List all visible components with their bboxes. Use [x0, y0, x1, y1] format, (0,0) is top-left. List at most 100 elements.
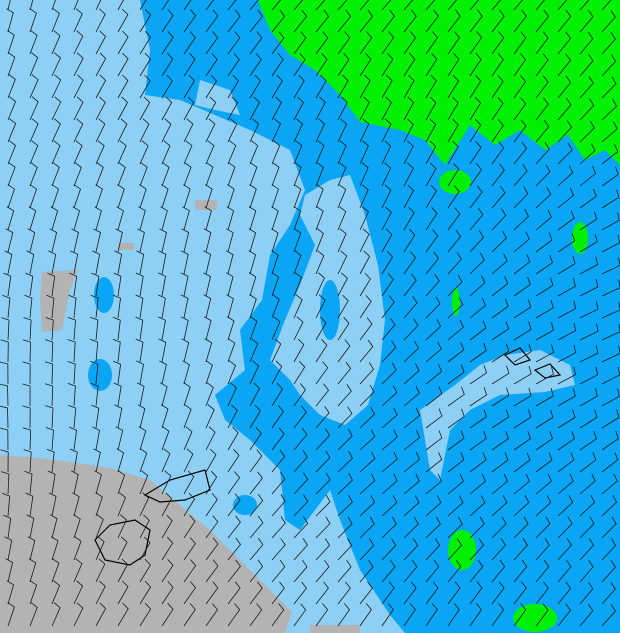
wind-barb [248, 228, 257, 253]
wind-barb [293, 250, 302, 275]
wind-barb [491, 343, 510, 363]
wind-barb [601, 409, 620, 429]
wind-barb [425, 319, 442, 341]
wind-barb [51, 558, 60, 583]
wind-barb [381, 9, 395, 33]
wind-barb [181, 228, 190, 253]
wind-barb [535, 9, 550, 33]
wind-barb [337, 31, 351, 55]
wind-barb [249, 31, 263, 55]
wind-barb [249, 338, 259, 363]
wind-barb [139, 74, 151, 99]
wind-barb [403, 473, 420, 495]
wind-barb [447, 162, 460, 187]
wind-barb [425, 53, 438, 77]
wind-barb [469, 365, 487, 385]
wind-barb [7, 30, 15, 55]
wind-barb [271, 516, 286, 539]
wind-barb [513, 0, 523, 11]
land [118, 243, 134, 250]
wind-barb [447, 495, 464, 517]
wind-barb [205, 581, 219, 605]
wind-barb [601, 76, 617, 99]
wind-barb [359, 272, 371, 297]
blue-blob [233, 495, 257, 515]
wind-barb [249, 140, 259, 165]
wind-barb [447, 452, 465, 473]
wind-barb [491, 298, 509, 319]
wind-barb [117, 8, 129, 33]
wind-barb [161, 514, 173, 539]
wind-barb [161, 74, 173, 99]
wind-barb [0, 339, 9, 363]
wind-barb [161, 603, 174, 627]
wind-barb [557, 603, 572, 627]
wind-barb [161, 52, 174, 77]
wind-barb [205, 470, 218, 495]
wind-barb [183, 140, 193, 165]
wind-barb [22, 339, 31, 363]
wind-barb [513, 321, 532, 341]
wind-barb [535, 366, 554, 385]
light-patch [420, 350, 575, 480]
wind-barb [447, 140, 459, 165]
wind-barb [180, 316, 189, 341]
wind-barb [161, 0, 170, 11]
wind-barb [557, 0, 568, 11]
wind-barb [249, 9, 263, 33]
wind-barb [491, 321, 510, 341]
wind-barb [557, 255, 576, 275]
wind-barb [491, 581, 505, 605]
wind-barb [359, 429, 376, 451]
wind-barb [579, 233, 598, 253]
wind-barb [469, 297, 486, 319]
wind-barb [425, 603, 438, 627]
wind-barb [114, 250, 123, 275]
wind-barb [157, 294, 166, 319]
wind-barb [23, 449, 32, 473]
wind-barb [92, 250, 101, 275]
wind-barb [135, 294, 144, 319]
wind-barb [73, 602, 84, 627]
wind-barb [403, 363, 420, 385]
wind-barb [491, 430, 509, 451]
wind-barb [579, 345, 599, 363]
wind-barb [315, 96, 326, 121]
wind-barb [249, 515, 264, 539]
wind-barb [22, 405, 31, 429]
wind-barb [205, 184, 213, 209]
wind-barb [117, 602, 129, 627]
wind-barb [227, 426, 239, 451]
wind-barb [249, 493, 264, 517]
wind-barb [315, 450, 331, 473]
wind-barb [95, 558, 106, 583]
wind-barb [249, 404, 261, 429]
wind-barb [227, 581, 241, 605]
green-blob [439, 170, 471, 194]
wind-barb [226, 294, 234, 319]
wind-barb [73, 52, 84, 77]
wind-barb [513, 164, 528, 187]
wind-barb [68, 426, 77, 451]
wind-barb [513, 141, 528, 165]
wind-barb [425, 386, 443, 407]
wind-barb [535, 97, 549, 121]
wind-barb [535, 53, 549, 77]
wind-barb [205, 360, 213, 385]
wind-barb [601, 189, 620, 209]
wind-barb [205, 603, 219, 627]
wind-barb [293, 603, 307, 627]
wind-barb [425, 296, 441, 319]
wind-barb [579, 9, 594, 33]
wind-barb [579, 76, 594, 99]
wind-barb [315, 228, 324, 253]
wind-barb [29, 162, 38, 187]
wind-barb [469, 430, 487, 451]
wind-barb [601, 166, 619, 187]
wind-barb [183, 184, 191, 209]
wind-barb [337, 581, 351, 605]
wind-barb [161, 184, 169, 209]
wind-barb [0, 361, 9, 385]
wind-barb [249, 537, 264, 561]
